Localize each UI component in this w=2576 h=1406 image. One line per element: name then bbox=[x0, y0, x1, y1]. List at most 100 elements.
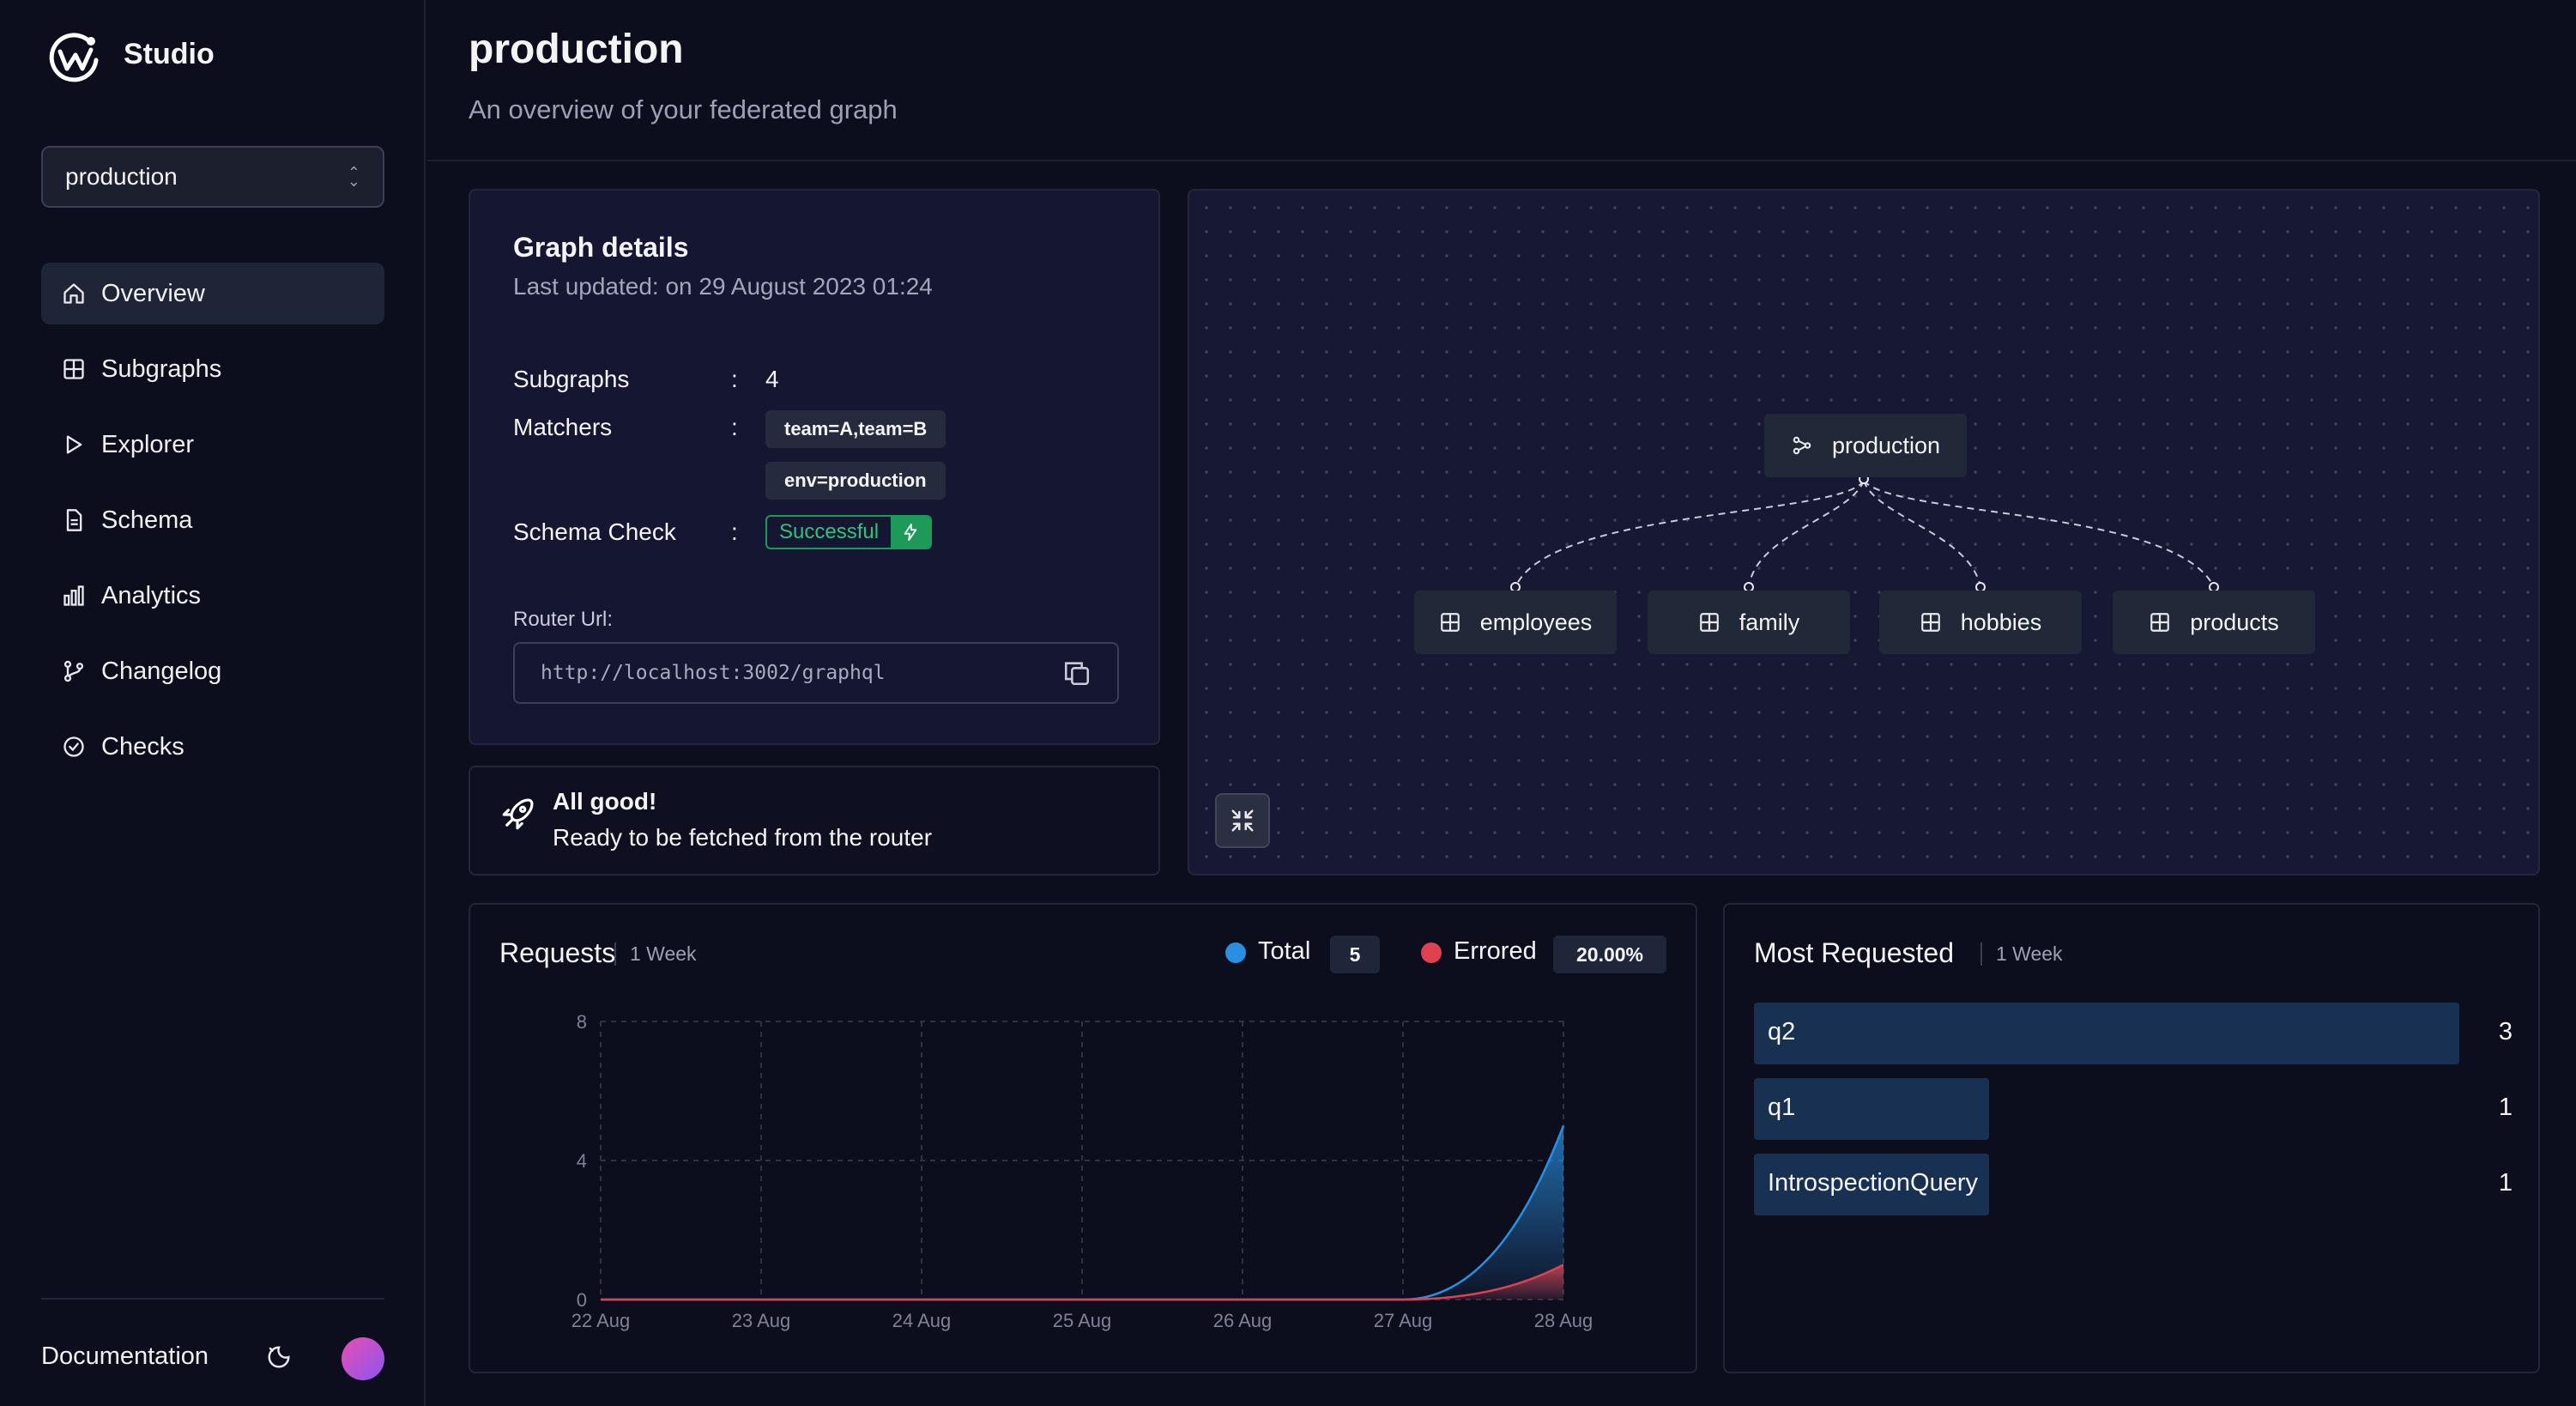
status-card: All good! Ready to be fetched from the r… bbox=[469, 766, 1160, 876]
colon-separator: : bbox=[731, 366, 738, 392]
graph-node-production[interactable]: production bbox=[1764, 414, 1967, 477]
x-tick-label: 27 Aug bbox=[1374, 1310, 1433, 1331]
graph-node-products[interactable]: products bbox=[2113, 591, 2315, 654]
sidebar-item-label: Overview bbox=[101, 279, 205, 307]
most-requested-bar[interactable] bbox=[1754, 1003, 2459, 1064]
grid-icon bbox=[2150, 613, 2170, 632]
chart-series bbox=[600, 1125, 1565, 1301]
sidebar-item-label: Changelog bbox=[101, 657, 222, 685]
play-icon bbox=[66, 435, 82, 454]
sidebar-item-explorer[interactable]: Explorer bbox=[41, 414, 384, 476]
sidebar-divider bbox=[41, 1298, 384, 1300]
series-area-total bbox=[601, 1125, 1563, 1300]
sidebar: Studio production ⌃ ⌄ Overview Subgraphs … bbox=[0, 0, 426, 1406]
matchers-label: Matchers bbox=[513, 414, 613, 440]
sidebar-item-label: Schema bbox=[101, 506, 193, 534]
subgraphs-count: 4 bbox=[765, 366, 779, 392]
graph-node-family[interactable]: family bbox=[1648, 591, 1850, 654]
graph-edges bbox=[1510, 474, 2219, 592]
y-tick-label: 4 bbox=[577, 1150, 587, 1172]
chart-labels: 0 4 8 22 Aug 23 Aug 24 Aug 25 Aug 26 Aug 27 Aug 2… bbox=[571, 1011, 1593, 1331]
requests-chart-card: Requests 1 Week Total 5 Errored 20.00% 0… bbox=[469, 903, 1697, 1373]
grid-icon bbox=[1699, 613, 1719, 632]
last-updated-text: Last updated: on 29 August 2023 01:24 bbox=[513, 273, 933, 300]
subgraphs-label: Subgraphs bbox=[513, 366, 630, 392]
legend-total-dot bbox=[1225, 942, 1246, 963]
schema-check-label: Schema Check bbox=[513, 518, 676, 545]
chart-grid bbox=[600, 1021, 1564, 1300]
x-tick-label: 23 Aug bbox=[732, 1310, 791, 1331]
legend-errored-value: 20.00% bbox=[1553, 936, 1666, 973]
app-name: Studio bbox=[124, 38, 215, 70]
requests-period: 1 Week bbox=[614, 942, 697, 966]
sidebar-item-label: Checks bbox=[101, 732, 184, 761]
copy-icon[interactable] bbox=[1062, 658, 1091, 688]
share-nodes-icon bbox=[1793, 436, 1811, 455]
most-requested-period: 1 Week bbox=[1980, 942, 2063, 966]
router-url-value: http://localhost:3002/graphql bbox=[541, 662, 886, 684]
minimize-icon bbox=[1231, 809, 1254, 832]
sidebar-item-changelog[interactable]: Changelog bbox=[41, 640, 384, 702]
page-title: production bbox=[469, 27, 684, 72]
avatar[interactable] bbox=[342, 1337, 384, 1380]
most-requested-bar[interactable] bbox=[1754, 1078, 1989, 1140]
most-requested-count: 1 bbox=[2498, 1094, 2513, 1121]
legend-errored-dot bbox=[1421, 942, 1442, 963]
most-requested-bar[interactable] bbox=[1754, 1154, 1989, 1215]
status-message: Ready to be fetched from the router bbox=[553, 824, 933, 851]
colon-separator: : bbox=[731, 414, 738, 440]
schema-check-status: Successful bbox=[779, 520, 880, 543]
most-requested-label: q1 bbox=[1768, 1094, 1796, 1121]
sidebar-item-label: Analytics bbox=[101, 581, 202, 609]
colon-separator: : bbox=[731, 518, 738, 545]
graph-visualization[interactable]: production employees family hobbies prod… bbox=[1188, 189, 2540, 876]
most-requested-label: IntrospectionQuery bbox=[1768, 1169, 1979, 1197]
graph-node-hobbies[interactable]: hobbies bbox=[1879, 591, 2082, 654]
graph-node-label: production bbox=[1831, 432, 1941, 458]
matcher-chip: team=A,team=B bbox=[765, 410, 946, 448]
requests-title: Requests bbox=[499, 937, 616, 968]
chevron-up-down-icon: ⌃ ⌄ bbox=[347, 164, 360, 190]
router-url-field[interactable]: http://localhost:3002/graphql bbox=[513, 642, 1119, 704]
sidebar-item-checks[interactable]: Checks bbox=[41, 716, 384, 778]
graph-selector[interactable]: production ⌃ ⌄ bbox=[41, 146, 384, 208]
sidebar-item-schema[interactable]: Schema bbox=[41, 489, 384, 551]
graph-node-label: employees bbox=[1479, 609, 1593, 635]
sidebar-item-analytics[interactable]: Analytics bbox=[41, 565, 384, 627]
grid-icon bbox=[1440, 613, 1460, 632]
document-icon bbox=[66, 509, 82, 531]
legend-errored-label: Errored bbox=[1454, 937, 1537, 965]
page-subtitle: An overview of your federated graph bbox=[469, 94, 898, 124]
theme-toggle-icon[interactable] bbox=[266, 1344, 292, 1370]
grid-icon bbox=[63, 359, 84, 379]
most-requested-title: Most Requested bbox=[1754, 937, 1955, 968]
sidebar-item-subgraphs[interactable]: Subgraphs bbox=[41, 338, 384, 400]
home-icon bbox=[63, 283, 84, 304]
series-line-errored bbox=[600, 1264, 1564, 1301]
rocket-icon bbox=[502, 798, 534, 830]
x-tick-label: 22 Aug bbox=[571, 1310, 631, 1331]
graph-node-label: hobbies bbox=[1960, 609, 2042, 635]
legend-total-label: Total bbox=[1258, 937, 1311, 965]
wundergraph-logo-icon[interactable] bbox=[48, 29, 103, 84]
bar-chart-icon bbox=[63, 585, 84, 606]
graph-details-title: Graph details bbox=[513, 232, 689, 263]
schema-check-badge[interactable]: Successful bbox=[765, 515, 933, 549]
x-tick-label: 24 Aug bbox=[892, 1310, 952, 1331]
status-title: All good! bbox=[553, 788, 657, 815]
git-branch-icon bbox=[63, 660, 84, 682]
grid-icon bbox=[1920, 613, 1940, 632]
y-tick-label: 8 bbox=[577, 1011, 587, 1033]
sidebar-item-overview[interactable]: Overview bbox=[41, 263, 384, 324]
requests-chart[interactable]: 0 4 8 22 Aug 23 Aug 24 Aug 25 Aug 26 Aug 27 Aug 2… bbox=[470, 905, 1699, 1375]
fit-view-button[interactable] bbox=[1215, 793, 1270, 848]
graph-node-label: family bbox=[1738, 609, 1800, 635]
y-tick-label: 0 bbox=[577, 1289, 587, 1311]
documentation-link[interactable]: Documentation bbox=[41, 1342, 209, 1370]
most-requested-card: Most Requested 1 Week q2 3 q1 1 Introspectio… bbox=[1723, 903, 2540, 1373]
matcher-chip: env=production bbox=[765, 462, 946, 500]
most-requested-label: q2 bbox=[1768, 1018, 1796, 1045]
graph-details-card: Graph details Last updated: on 29 August… bbox=[469, 189, 1160, 745]
x-tick-label: 26 Aug bbox=[1213, 1310, 1273, 1331]
graph-node-employees[interactable]: employees bbox=[1414, 591, 1617, 654]
